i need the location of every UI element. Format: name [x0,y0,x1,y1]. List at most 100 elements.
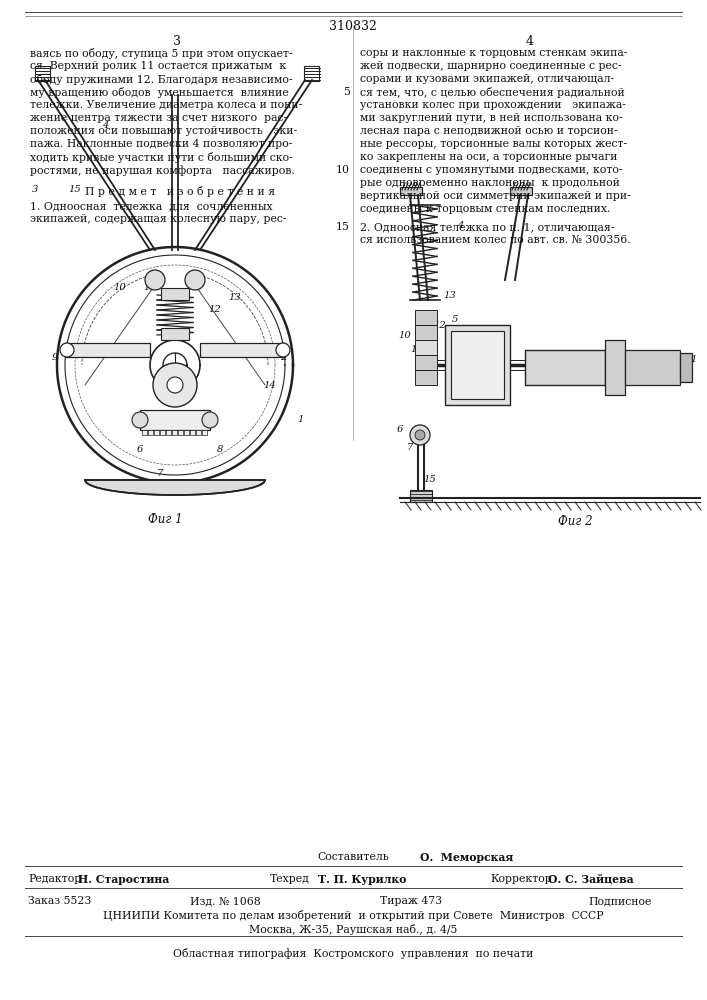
Text: Москва, Ж-35, Раушская наб., д. 4/5: Москва, Ж-35, Раушская наб., д. 4/5 [249,924,457,935]
Text: Фиг 2: Фиг 2 [558,515,592,528]
Text: Техред: Техред [270,874,310,884]
Text: 2: 2 [280,353,286,361]
Circle shape [202,412,218,428]
Text: 5: 5 [452,316,458,324]
Bar [35,66,50,81]
Text: 1: 1 [297,416,303,424]
Bar [304,66,319,81]
Text: Н. Старостина: Н. Старостина [78,874,169,885]
Circle shape [276,343,290,357]
Text: 7: 7 [407,444,413,452]
Polygon shape [85,480,265,495]
Text: тележки. Увеличение диаметра колеса и пони-: тележки. Увеличение диаметра колеса и по… [30,100,303,110]
Text: лесная пара с неподвижной осью и торсион-: лесная пара с неподвижной осью и торсион… [360,126,618,136]
Text: 2. Одноосная тележка по п. 1, отличающая-: 2. Одноосная тележка по п. 1, отличающая… [360,222,614,232]
Text: О.  Меморская: О. Меморская [420,852,513,863]
Bar [400,187,422,195]
Text: 6: 6 [397,426,403,434]
Bar [172,430,177,435]
Text: ходить кривые участки пути с большими ско-: ходить кривые участки пути с большими ск… [30,152,293,163]
Bar [148,430,153,435]
Text: 5: 5 [180,382,186,391]
Bar [200,343,285,357]
Bar [415,325,437,340]
Bar [415,370,437,385]
Text: Областная типография  Костромского  управления  по печати: Областная типография Костромского управл… [173,948,533,959]
Text: 10: 10 [336,165,350,175]
Text: Фиг 1: Фиг 1 [148,513,182,526]
Text: ростями, не нарушая комфорта   пассажиров.: ростями, не нарушая комфорта пассажиров. [30,165,295,176]
Text: 2: 2 [652,351,658,360]
Bar [415,310,437,325]
Text: ко закреплены на оси, а торсионные рычаги: ко закреплены на оси, а торсионные рычаг… [360,152,617,162]
Text: ся. Верхний ролик 11 остается прижатым  к: ся. Верхний ролик 11 остается прижатым к [30,61,286,71]
Text: 5: 5 [343,87,350,97]
Text: ные рессоры, торсионные валы которых жест-: ные рессоры, торсионные валы которых жес… [360,139,627,149]
Text: 12: 12 [433,320,446,330]
Text: Изд. № 1068: Изд. № 1068 [190,896,261,906]
Text: Корректор: Корректор [490,874,551,884]
Text: Редактор: Редактор [28,874,81,884]
Bar [202,430,207,435]
Text: ся тем, что, с целью обеспечения радиальной: ся тем, что, с целью обеспечения радиаль… [360,87,625,98]
Bar [410,490,432,502]
Bar [184,430,189,435]
Bar [166,430,171,435]
Text: 11: 11 [144,282,156,292]
Text: 13: 13 [443,290,457,300]
Text: 4: 4 [526,35,534,48]
Bar [65,343,150,357]
Text: 310832: 310832 [329,20,377,33]
Text: ободу пружинами 12. Благодаря независимо-: ободу пружинами 12. Благодаря независимо… [30,74,293,85]
Text: му вращению ободов  уменьшается  влияние: му вращению ободов уменьшается влияние [30,87,288,98]
Text: 4: 4 [102,120,108,129]
Text: пажа. Наклонные подвески 4 позволяют про-: пажа. Наклонные подвески 4 позволяют про… [30,139,293,149]
Circle shape [167,377,183,393]
Bar [451,331,504,399]
Text: соединены с упомянутыми подвесками, кото-: соединены с упомянутыми подвесками, кото… [360,165,622,175]
Text: О. С. Зайцева: О. С. Зайцева [548,874,633,885]
Text: 8: 8 [217,446,223,454]
Bar [160,430,165,435]
Text: Составитель: Составитель [317,852,389,862]
Bar [154,430,159,435]
Text: 15: 15 [69,186,81,194]
Text: 10: 10 [114,282,127,292]
Bar [161,288,189,300]
Bar [161,328,189,340]
Bar [140,410,210,430]
Circle shape [185,270,205,290]
Bar [605,340,625,395]
Text: 15: 15 [336,222,350,232]
Text: 4: 4 [457,221,463,230]
Circle shape [60,343,74,357]
Bar [510,187,532,195]
Bar [525,350,605,385]
Text: 7: 7 [157,468,163,478]
Text: Заказ 5523: Заказ 5523 [28,896,91,906]
Text: 10: 10 [399,330,411,340]
Text: экипажей, содержащая колесную пару, рес-: экипажей, содержащая колесную пару, рес- [30,214,286,224]
Bar [196,430,201,435]
Text: жей подвески, шарнирно соединенные с рес-: жей подвески, шарнирно соединенные с рес… [360,61,621,71]
Text: 11: 11 [411,346,423,355]
Text: соры и наклонные к торцовым стенкам экипа-: соры и наклонные к торцовым стенкам экип… [360,48,627,58]
Text: Подписное: Подписное [588,896,651,906]
Text: ся использованием колес по авт. св. № 300356.: ся использованием колес по авт. св. № 30… [360,235,631,245]
Circle shape [132,412,148,428]
Bar [415,355,437,370]
Text: 1: 1 [690,356,696,364]
Text: 12: 12 [209,306,221,314]
Circle shape [410,425,430,445]
Bar [445,325,510,405]
Text: ми закруглений пути, в ней использована ко-: ми закруглений пути, в ней использована … [360,113,623,123]
Text: сорами и кузовами экипажей, отличающал-: сорами и кузовами экипажей, отличающал- [360,74,614,84]
Text: 9: 9 [52,353,58,361]
Text: 6: 6 [137,446,144,454]
Bar [178,430,183,435]
Text: соединены к торцовым стенкам последних.: соединены к торцовым стенкам последних. [360,204,610,214]
Text: Т. П. Курилко: Т. П. Курилко [318,874,407,885]
Bar [190,430,195,435]
Text: жение центра тяжести за счет низкого  рас-: жение центра тяжести за счет низкого рас… [30,113,287,123]
Text: 13: 13 [228,292,241,302]
